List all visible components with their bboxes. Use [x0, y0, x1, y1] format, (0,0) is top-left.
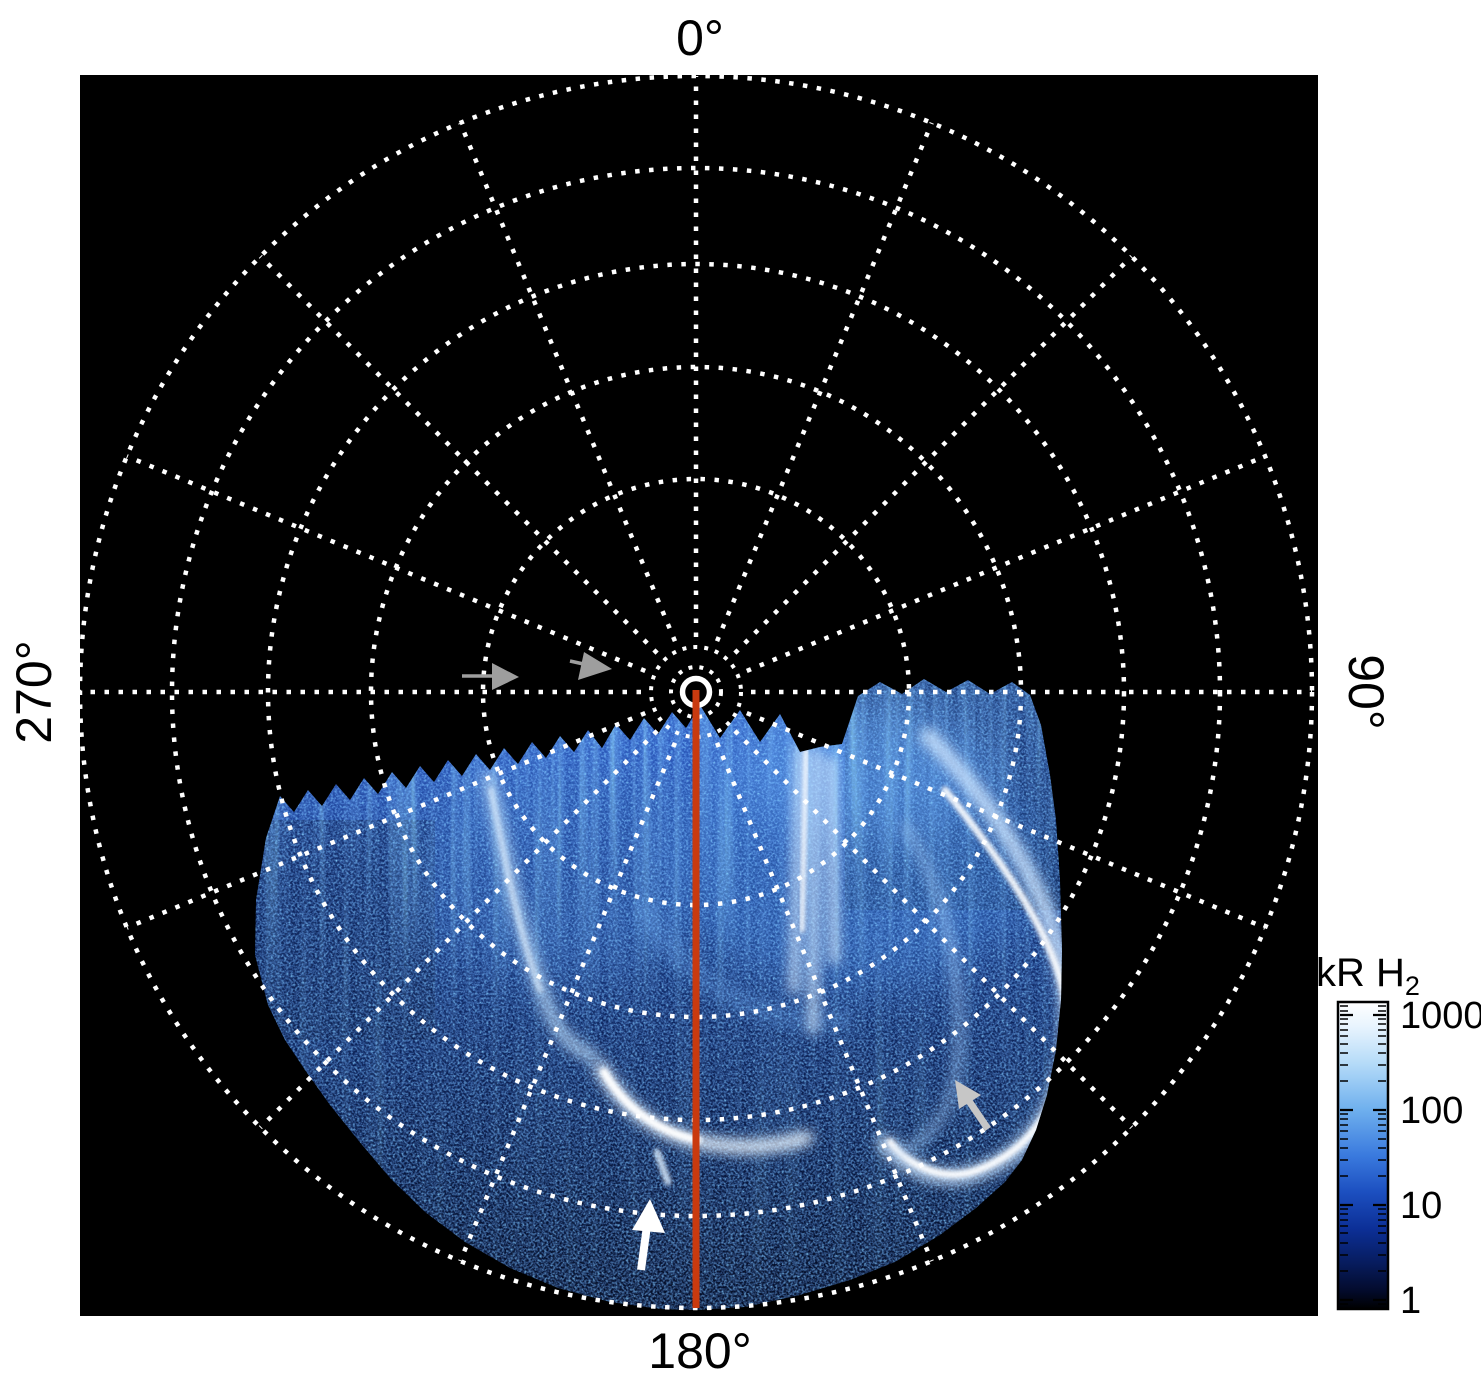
angle-label-top: 0°: [676, 10, 724, 66]
grid-circle-inner-1: [669, 665, 723, 719]
angle-label-right: 90°: [1338, 654, 1394, 730]
arrow-right-icon: [462, 663, 519, 690]
bottom-arc-core: [600, 1068, 702, 1144]
annotation-arrows: [462, 652, 991, 1271]
left-band-core: [488, 787, 543, 993]
colorbar-title-subscript: 2: [1405, 971, 1420, 1001]
bright-streaks-top: [789, 743, 839, 1035]
aurora-image: [255, 679, 1062, 1310]
colorbar: kR H2 1000 100 10 1: [1316, 951, 1481, 1322]
colorbar-tick-label-1000: 1000: [1400, 995, 1481, 1037]
colorbar-tick-label-10: 10: [1400, 1185, 1442, 1227]
colorbar-tick-label-100: 100: [1400, 1090, 1463, 1132]
angle-label-bottom: 180°: [648, 1323, 751, 1379]
arrow-up-left-icon: [955, 1080, 991, 1131]
grid-circle-4: [169, 165, 1223, 1219]
colorbar-tick-label-1: 1: [1400, 1280, 1421, 1322]
small-bright-dash: [653, 1148, 672, 1186]
colorbar-title-main: kR H: [1316, 951, 1405, 995]
grid-circle-inner-2: [649, 645, 743, 739]
aurora-bright-features: [482, 728, 1062, 1186]
colorbar-gradient-bar: [1336, 1000, 1390, 1311]
bright-streak-core: [799, 747, 809, 933]
colorbar-minor-ticks-right: [1378, 1005, 1386, 1305]
arrow-right-2-icon: [569, 652, 612, 680]
angle-label-left: 270°: [6, 640, 62, 743]
arrow-up-white-icon: [632, 1199, 665, 1271]
grid-inner-circles: [649, 645, 743, 739]
inner-arc: [897, 821, 964, 1155]
colorbar-title: kR H2: [1316, 951, 1420, 1001]
colorbar-major-ticks: [1340, 1013, 1386, 1302]
colorbar-minor-ticks-left: [1340, 1005, 1348, 1305]
